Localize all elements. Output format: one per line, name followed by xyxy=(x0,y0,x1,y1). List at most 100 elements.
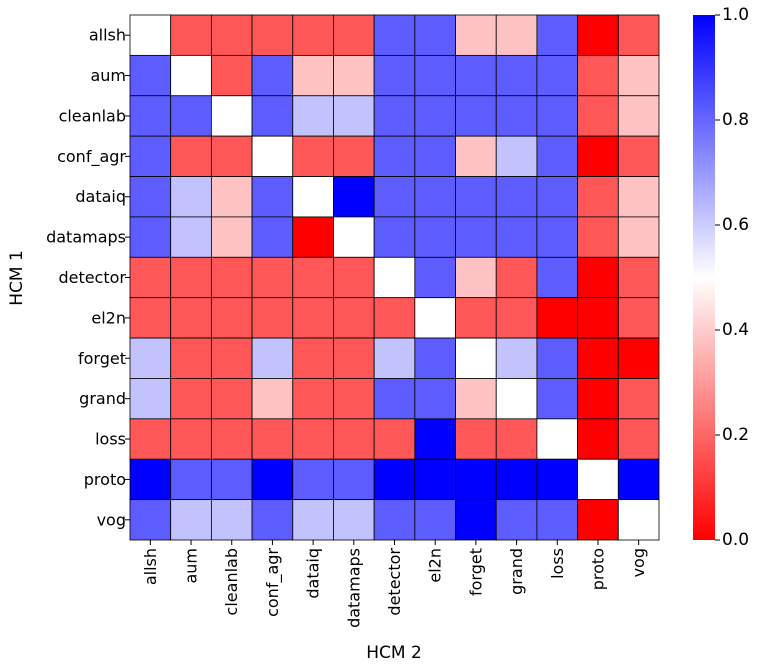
heatmap-cell-detector-loss xyxy=(536,256,579,299)
heatmap-cell-datamaps-conf_agr xyxy=(251,216,294,258)
heatmap-cell-detector-conf_agr xyxy=(251,256,294,299)
heatmap-cell-detector-grand xyxy=(495,256,538,299)
heatmap-cell-allsh-conf_agr xyxy=(251,14,294,56)
heatmap-cell-grand-allsh xyxy=(129,378,172,420)
row-label-detector: detector xyxy=(58,268,126,287)
heatmap-cell-aum-loss xyxy=(536,54,579,97)
heatmap-cell-cleanlab-aum xyxy=(170,95,212,137)
heatmap-cell-grand-vog xyxy=(617,378,660,420)
column-label-grand: grand xyxy=(507,548,526,595)
heatmap-cell-conf_agr-forget xyxy=(455,135,497,177)
heatmap-cell-datamaps-forget xyxy=(455,216,497,258)
heatmap-cell-datamaps-loss xyxy=(536,216,579,258)
heatmap-cell-dataiq-loss xyxy=(536,176,579,218)
heatmap-cell-forget-grand xyxy=(495,337,538,379)
heatmap-cell-cleanlab-forget xyxy=(455,95,497,137)
heatmap-cell-forget-el2n xyxy=(414,337,456,379)
heatmap-cell-grand-detector xyxy=(373,378,416,420)
heatmap-cell-proto-aum xyxy=(170,458,212,501)
row-label-vog: vog xyxy=(97,510,126,529)
x-axis-title: HCM 2 xyxy=(366,643,422,663)
heatmap-cell-aum-allsh xyxy=(129,54,172,97)
heatmap-cell-proto-conf_agr xyxy=(251,458,294,501)
column-label-allsh: allsh xyxy=(141,548,160,585)
heatmap-cell-el2n-conf_agr xyxy=(251,297,294,339)
heatmap-cell-proto-cleanlab xyxy=(210,458,253,501)
heatmap-cell-grand-datamaps xyxy=(333,378,375,420)
heatmap-cell-cleanlab-detector xyxy=(373,95,416,137)
row-label-dataiq: dataiq xyxy=(75,187,126,206)
heatmap-cell-grand-forget xyxy=(455,378,497,420)
heatmap-cell-forget-datamaps xyxy=(333,337,375,379)
heatmap-cell-aum-cleanlab xyxy=(210,54,253,97)
heatmap-cell-datamaps-dataiq xyxy=(292,216,334,258)
heatmap-cell-proto-loss xyxy=(536,458,579,501)
heatmap-cell-dataiq-detector xyxy=(373,176,416,218)
heatmap-cell-detector-proto xyxy=(577,256,619,299)
heatmap-cell-cleanlab-cleanlab xyxy=(210,95,253,137)
heatmap-cell-loss-el2n xyxy=(414,418,456,460)
heatmap-cell-proto-grand xyxy=(495,458,538,501)
heatmap-cell-proto-dataiq xyxy=(292,458,334,501)
heatmap-cell-datamaps-allsh xyxy=(129,216,172,258)
heatmap-cell-allsh-cleanlab xyxy=(210,14,253,56)
heatmap-cell-el2n-allsh xyxy=(129,297,172,339)
heatmap-cell-vog-vog xyxy=(617,499,660,541)
heatmap-cell-forget-allsh xyxy=(129,337,172,379)
heatmap-cell-conf_agr-detector xyxy=(373,135,416,177)
colorbar-ticks: 0.0 0.2 0.4 0.6 0.8 1.0 xyxy=(715,5,749,550)
heatmap-cell-cleanlab-conf_agr xyxy=(251,95,294,137)
heatmap-cell-cleanlab-grand xyxy=(495,95,538,137)
heatmap-cell-cleanlab-el2n xyxy=(414,95,456,137)
heatmap-cell-el2n-proto xyxy=(577,297,619,339)
heatmap-cell-detector-cleanlab xyxy=(210,256,253,299)
heatmap-cell-allsh-allsh xyxy=(129,14,172,56)
heatmap-cell-dataiq-dataiq xyxy=(292,176,334,218)
heatmap-cell-vog-datamaps xyxy=(333,499,375,541)
heatmap-cell-vog-dataiq xyxy=(292,499,334,541)
heatmap-cell-conf_agr-el2n xyxy=(414,135,456,177)
heatmap-cell-conf_agr-vog xyxy=(617,135,660,177)
heatmap-cell-cleanlab-allsh xyxy=(129,95,172,137)
heatmap-cell-vog-cleanlab xyxy=(210,499,253,541)
heatmap-cell-proto-datamaps xyxy=(333,458,375,501)
heatmap-cell-vog-forget xyxy=(455,499,497,541)
heatmap-cell-grand-dataiq xyxy=(292,378,334,420)
heatmap-cell-conf_agr-proto xyxy=(577,135,619,177)
heatmap-cell-datamaps-cleanlab xyxy=(210,216,253,258)
heatmap-cell-forget-cleanlab xyxy=(210,337,253,379)
heatmap-cell-allsh-forget xyxy=(455,14,497,56)
heatmap-cell-detector-vog xyxy=(617,256,660,299)
heatmap-cell-vog-conf_agr xyxy=(251,499,294,541)
heatmap-cell-aum-forget xyxy=(455,54,497,97)
heatmap-cell-el2n-aum xyxy=(170,297,212,339)
heatmap-cell-grand-conf_agr xyxy=(251,378,294,420)
heatmap-cell-forget-vog xyxy=(617,337,660,379)
column-tick-labels: allsh aum cleanlab conf_agr dataiq datamaps de… xyxy=(141,540,648,628)
heatmap-cell-grand-proto xyxy=(577,378,619,420)
heatmap-cell-allsh-datamaps xyxy=(333,14,375,56)
heatmap-cell-grand-grand xyxy=(495,378,538,420)
heatmap-cell-cleanlab-dataiq xyxy=(292,95,334,137)
heatmap-cell-detector-el2n xyxy=(414,256,456,299)
heatmap-cell-aum-grand xyxy=(495,54,538,97)
heatmap-cell-proto-vog xyxy=(617,458,660,501)
heatmap-cell-allsh-grand xyxy=(495,14,538,56)
row-label-proto: proto xyxy=(84,470,126,489)
colorbar-tick-label: 0.2 xyxy=(722,425,749,445)
row-label-loss: loss xyxy=(95,430,126,449)
heatmap-cell-vog-grand xyxy=(495,499,538,541)
heatmap-cell-el2n-forget xyxy=(455,297,497,339)
heatmap-cell-grand-loss xyxy=(536,378,579,420)
heatmap-cell-cleanlab-vog xyxy=(617,95,660,137)
heatmap-cell-grand-el2n xyxy=(414,378,456,420)
heatmap-cell-el2n-dataiq xyxy=(292,297,334,339)
heatmap-cell-conf_agr-datamaps xyxy=(333,135,375,177)
column-label-conf_agr: conf_agr xyxy=(263,548,283,617)
heatmap-cell-dataiq-conf_agr xyxy=(251,176,294,218)
heatmap-cell-cleanlab-loss xyxy=(536,95,579,137)
row-label-el2n: el2n xyxy=(91,308,126,327)
heatmap-cell-aum-conf_agr xyxy=(251,54,294,97)
row-label-datamaps: datamaps xyxy=(46,228,126,247)
heatmap-cell-allsh-dataiq xyxy=(292,14,334,56)
